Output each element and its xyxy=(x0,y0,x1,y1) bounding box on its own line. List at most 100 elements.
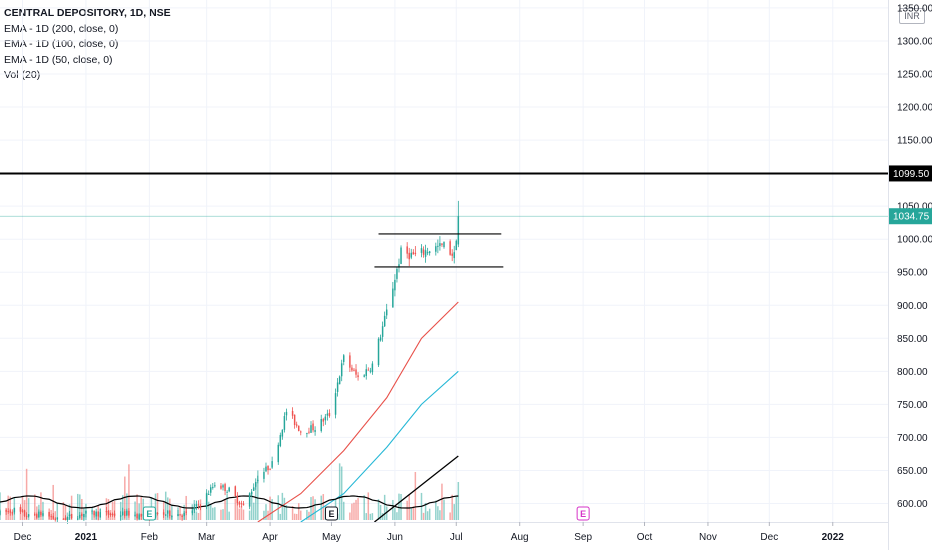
ema-200-line xyxy=(374,455,459,523)
y-tick-label: 900.00 xyxy=(897,301,928,312)
candle-body xyxy=(320,418,322,431)
currency-label[interactable]: INR xyxy=(899,8,925,24)
volume-bar xyxy=(308,511,310,520)
volume-bar xyxy=(277,495,280,520)
volume-average-line xyxy=(0,495,459,509)
volume-bar xyxy=(265,504,267,520)
level-tag-bg xyxy=(889,165,932,182)
x-tick-label: Sep xyxy=(574,532,592,543)
volume-bar xyxy=(113,500,116,520)
volume-bar xyxy=(54,511,56,520)
volume-bar xyxy=(281,492,284,520)
candle-body xyxy=(36,514,38,518)
y-tick-label: 1250.00 xyxy=(897,70,932,81)
candle-body xyxy=(424,250,427,257)
candle-body xyxy=(126,510,128,516)
volume-bar xyxy=(408,494,410,520)
candle-body xyxy=(328,412,331,417)
volume-bar xyxy=(222,509,224,520)
volume-bar xyxy=(126,493,128,520)
candle-body xyxy=(99,512,102,518)
candle-body xyxy=(140,513,142,517)
candle-body xyxy=(212,486,214,488)
volume-bar xyxy=(279,513,282,520)
candle-body xyxy=(167,510,169,514)
volume-bar xyxy=(207,501,210,520)
volume-bar xyxy=(250,492,253,520)
x-tick-label: Nov xyxy=(699,532,717,543)
volume-bar xyxy=(195,511,198,520)
candle-body xyxy=(181,515,183,518)
candle-body xyxy=(371,363,374,373)
candle-body xyxy=(314,430,316,432)
x-tick-label: May xyxy=(322,532,341,543)
volume-bar xyxy=(441,483,443,520)
volume-bar xyxy=(119,501,122,520)
volume-bar xyxy=(242,509,245,520)
candle-body xyxy=(377,338,380,366)
volume-bar xyxy=(314,499,316,520)
x-axis: Dec 2021 Feb Mar Apr May Jun Jul Aug Sep Oct Nov Dec… xyxy=(0,522,888,543)
candle-body xyxy=(199,505,202,507)
volume-bar xyxy=(0,492,1,520)
candle-body xyxy=(156,512,159,514)
candle-body xyxy=(234,486,237,497)
volume-bar xyxy=(214,507,216,520)
volume-bar xyxy=(228,511,230,520)
volume-bar xyxy=(263,510,265,520)
candle-body xyxy=(252,487,255,491)
candle-body xyxy=(42,513,44,516)
candle-body xyxy=(351,367,353,371)
candle-body xyxy=(34,514,36,516)
candle-body xyxy=(265,466,267,472)
candle-body xyxy=(269,468,271,470)
candle-body xyxy=(95,511,97,517)
volume-bar xyxy=(252,502,255,520)
candle-body xyxy=(70,513,73,519)
candle-body xyxy=(412,252,415,255)
volume-bar xyxy=(379,504,382,520)
legend-ema50[interactable]: EMA - 1D (50, close, 0) xyxy=(4,53,113,66)
earnings-marker-label: E xyxy=(146,509,152,519)
volume-bar xyxy=(291,506,294,520)
candle-body xyxy=(336,382,339,392)
candle-body xyxy=(205,493,208,506)
volume-bar xyxy=(406,500,408,520)
volume-bar xyxy=(240,505,243,520)
candles xyxy=(0,200,460,524)
candle-body xyxy=(281,429,284,437)
candle-body xyxy=(392,288,394,308)
candle-body xyxy=(113,513,116,516)
volume-bar xyxy=(79,494,81,520)
volume-bar xyxy=(220,509,222,520)
candle-body xyxy=(85,510,87,514)
candle-body xyxy=(357,375,359,378)
level-tag: 1099.50 xyxy=(893,169,930,180)
x-tick-label: Dec xyxy=(14,532,32,543)
volume-bar xyxy=(310,497,312,520)
y-tick-label: 600.00 xyxy=(897,499,928,510)
volume-bar xyxy=(64,504,67,520)
volume-bar xyxy=(398,493,400,520)
candle-body xyxy=(334,393,337,415)
volume-bar xyxy=(371,513,374,520)
x-tick-label: Jun xyxy=(387,532,403,543)
volume-bar xyxy=(435,500,437,520)
volume-bar xyxy=(197,513,200,520)
volume-bar xyxy=(353,502,355,520)
volume-bar xyxy=(212,507,214,520)
candle-body xyxy=(68,514,71,517)
candle-body xyxy=(50,516,52,518)
candle-body xyxy=(271,461,273,468)
candle-body xyxy=(250,491,253,495)
candle-body xyxy=(64,517,67,520)
legend-ema200[interactable]: EMA - 1D (200, close, 0) xyxy=(4,22,119,35)
volume-bar xyxy=(285,505,288,520)
candle-body xyxy=(25,516,28,518)
legend-symbol[interactable]: CENTRAL DEPOSITORY, 1D, NSE xyxy=(4,7,171,19)
volume-bar xyxy=(363,495,365,520)
candle-body xyxy=(441,243,443,245)
volume-bar xyxy=(449,512,451,520)
candle-body xyxy=(338,376,341,385)
